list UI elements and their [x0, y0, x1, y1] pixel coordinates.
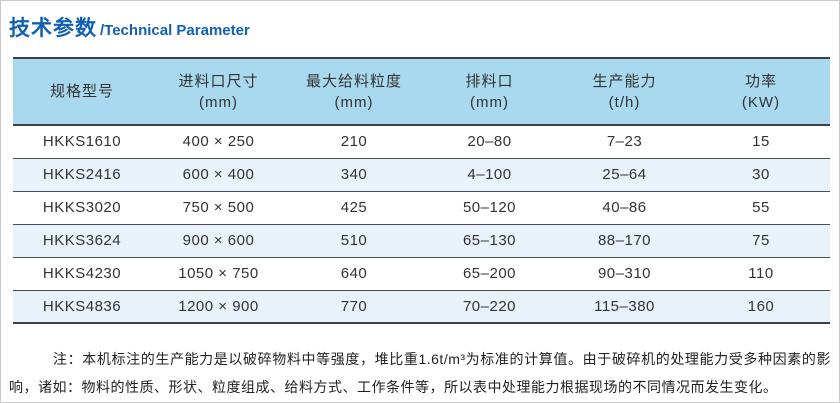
table-cell: HKKS1610: [13, 125, 151, 159]
table-cell: 400 × 250: [151, 125, 286, 159]
table-cell: 7–23: [557, 125, 692, 159]
column-header-unit: (t/h): [608, 93, 641, 111]
table-row: HKKS2416 600 × 400 340 4–100 25–64 30: [13, 158, 830, 192]
column-header-discharge-opening: 排料口 (mm): [422, 58, 557, 126]
table-cell: 40–86: [557, 191, 692, 225]
column-header-unit: (mm): [334, 93, 374, 111]
table-cell: 65–130: [422, 224, 557, 258]
table-cell: 640: [286, 257, 422, 291]
table-cell: 50–120: [422, 191, 557, 225]
table-cell: 425: [286, 191, 422, 225]
column-header-model: 规格型号: [13, 58, 151, 126]
table-cell: 750 × 500: [151, 191, 286, 225]
table-cell: 75: [692, 224, 830, 258]
column-header-label: 规格型号: [49, 83, 114, 100]
table-cell: 90–310: [557, 257, 692, 291]
table-cell: HKKS4836: [42, 297, 122, 315]
table-cell: 115–380: [594, 297, 655, 315]
table-cell: HKKS3624: [13, 224, 151, 258]
table-cell: 70–220: [462, 297, 517, 315]
table-cell: 88–170: [557, 224, 692, 258]
table-cell: 25–64: [557, 158, 692, 192]
table-cell: 1050 × 750: [151, 257, 286, 291]
column-header-max-feeding-size: 最大给料粒度 (mm): [286, 58, 422, 126]
table-cell: HKKS4230: [13, 257, 151, 291]
column-header-label: 功率: [744, 72, 777, 90]
table-cell: 65–200: [422, 257, 557, 291]
technical-parameter-table: 规格型号 进料口尺寸 (mm) 最大给料粒度 (mm) 排料口 (mm) 生产能…: [13, 57, 830, 324]
column-header-label: 最大给料粒度: [305, 72, 402, 90]
table-cell: 4–100: [422, 158, 557, 192]
table-header-row: 规格型号 进料口尺寸 (mm) 最大给料粒度 (mm) 排料口 (mm) 生产能…: [13, 58, 830, 126]
table-cell: HKKS3020: [13, 191, 151, 225]
table-cell: 15: [692, 125, 830, 159]
table-cell: 340: [286, 158, 422, 192]
note-text: 注：本机标注的生产能力是以破碎物料中等强度，堆比重1.6t/m³为标准的计算值。…: [9, 351, 831, 395]
table-row: HKKS4836 1200 × 900 770 70–220 115–380 160: [13, 290, 830, 323]
column-header-capacity: 生产能力 (t/h): [557, 58, 692, 126]
table-cell: 1200 × 900: [178, 297, 259, 315]
table-row: HKKS3624 900 × 600 510 65–130 88–170 75: [13, 224, 830, 258]
table-body: HKKS1610 400 × 250 210 20–80 7–23 15 HKKS2416 6…: [13, 125, 830, 323]
table-cell: 210: [286, 125, 422, 159]
section-title-zh: 技术参数: [9, 17, 97, 40]
column-header-unit: (mm): [470, 93, 509, 111]
column-header-unit: (mm): [199, 93, 238, 111]
table-cell: 510: [286, 224, 422, 258]
column-header-label: 排料口: [465, 72, 514, 90]
table-row: HKKS3020 750 × 500 425 50–120 40–86 55: [13, 191, 830, 225]
column-header-power: 功率 (KW): [692, 58, 830, 126]
table-cell: 900 × 600: [151, 224, 286, 258]
table-cell: 600 × 400: [151, 158, 286, 192]
table-cell: 770: [340, 297, 368, 315]
column-header-label: 进料口尺寸: [178, 72, 259, 90]
table-cell: 160: [747, 297, 775, 315]
table-cell: 110: [692, 257, 830, 291]
section-title: 技术参数/Technical Parameter: [1, 1, 839, 42]
table-cell: 55: [692, 191, 830, 225]
column-header-label: 生产能力: [592, 72, 657, 90]
column-header-feed-opening-size: 进料口尺寸 (mm): [151, 58, 286, 126]
table-cell: HKKS2416: [13, 158, 151, 192]
table-row: HKKS4230 1050 × 750 640 65–200 90–310 110: [13, 257, 830, 291]
table-row: HKKS1610 400 × 250 210 20–80 7–23 15: [13, 125, 830, 159]
table-cell: 30: [692, 158, 830, 192]
column-header-unit: (KW): [741, 93, 781, 111]
table-header: 规格型号 进料口尺寸 (mm) 最大给料粒度 (mm) 排料口 (mm) 生产能…: [13, 58, 830, 126]
table-cell: 20–80: [422, 125, 557, 159]
section-title-en: /Technical Parameter: [100, 22, 250, 39]
